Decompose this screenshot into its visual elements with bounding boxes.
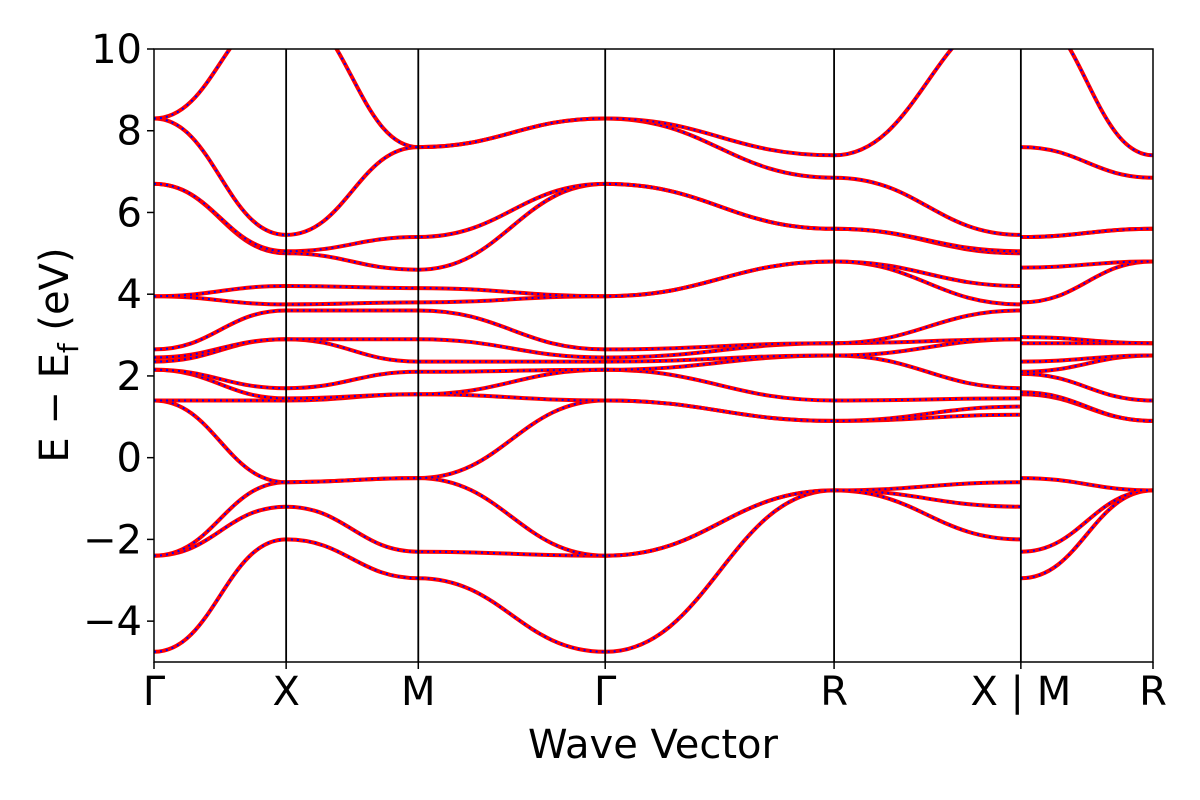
y-tick-label: −4	[83, 599, 142, 645]
band-9-overlay-1	[1020, 336, 1153, 345]
band-2-overlay-1	[1020, 477, 1153, 492]
band-1-overlay-1	[1020, 489, 1153, 553]
band-14-overlay-1	[1020, 146, 1153, 179]
band-2-overlay-0	[154, 477, 1021, 557]
band-1-overlay-0	[154, 489, 1021, 557]
band-4-overlay-1	[1020, 391, 1153, 422]
y-tick-label: −2	[83, 517, 142, 563]
bands-layer	[154, 49, 1153, 654]
band-7-overlay-0	[154, 338, 1021, 363]
y-axis-title-subscript: f	[52, 342, 85, 353]
band-13-overlay-1	[1020, 227, 1153, 238]
plot-frame	[153, 48, 1154, 663]
band-11-overlay-1	[1020, 260, 1153, 269]
x-tick-label: Γ	[594, 669, 617, 715]
y-tick-label: 4	[117, 272, 142, 318]
y-tick-label: 0	[117, 436, 142, 482]
x-tick-label: R	[1139, 669, 1167, 715]
x-tick-label: R	[820, 669, 848, 715]
y-axis-title-main: E − E	[32, 353, 78, 463]
y-axis-title: E − Ef (eV)	[32, 247, 85, 462]
band-5-overlay-1	[1020, 372, 1153, 402]
y-axis-title-unit: (eV)	[32, 247, 78, 343]
y-tick-label: 10	[91, 27, 142, 73]
y-tick-label: 8	[117, 109, 142, 155]
x-tick-label: X | M	[970, 669, 1071, 715]
y-tick-label: 6	[117, 190, 142, 236]
band-9-overlay-0	[154, 309, 1021, 351]
high-symmetry-lines	[285, 49, 1022, 662]
y-tick-label: 2	[117, 354, 142, 400]
band-12-overlay-0	[154, 182, 1021, 271]
band-15-overlay-0	[154, 49, 953, 157]
band-7-overlay-1	[1020, 354, 1153, 363]
band-15-overlay-1	[1068, 49, 1153, 157]
x-tick-label: M	[401, 669, 436, 715]
band-3-overlay-0	[154, 399, 1021, 484]
x-tick-label: X	[272, 669, 299, 715]
band-5-overlay-0	[154, 368, 1021, 402]
band-13-overlay-0	[154, 182, 1021, 253]
x-axis-title: Wave Vector	[528, 722, 779, 768]
y-axis-ticks: −4 −2 0 2 4 6 8 10	[83, 27, 154, 645]
x-tick-label: Γ	[143, 669, 166, 715]
x-axis-ticks: Γ X M Γ R X | M R	[143, 662, 1167, 715]
